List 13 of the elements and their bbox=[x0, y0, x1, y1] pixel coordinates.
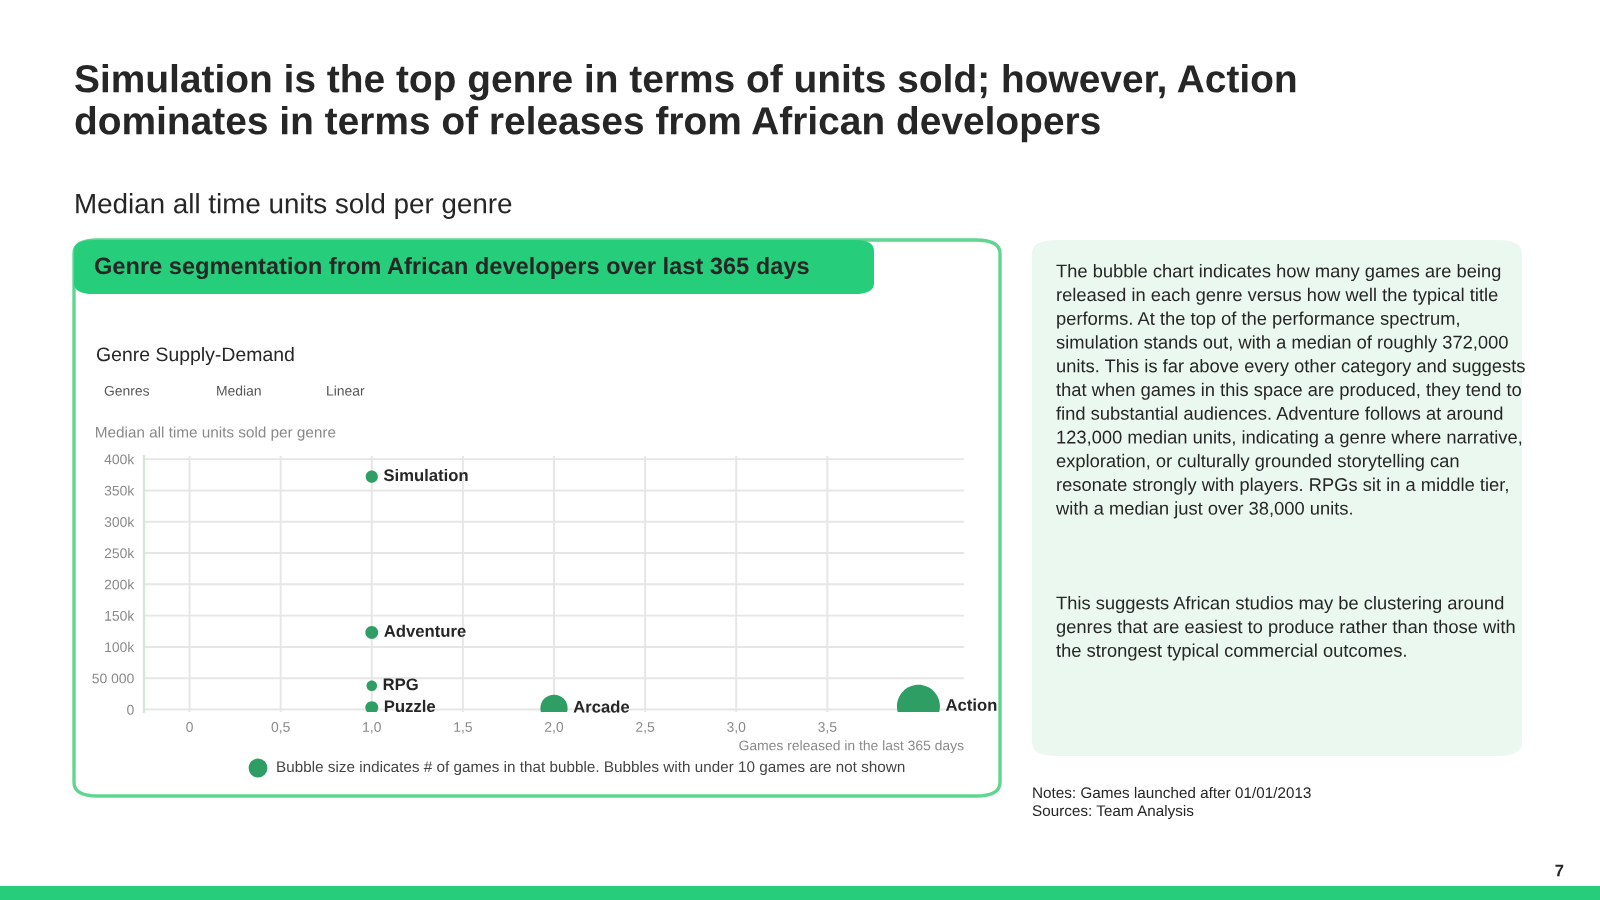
series-label: Action bbox=[945, 698, 997, 711]
text: 7 bbox=[1555, 864, 1564, 877]
series-label: Arcade bbox=[573, 700, 630, 713]
series-label: Puzzle bbox=[384, 699, 436, 713]
text: This suggests African studios may be clustering around genres that are easiest to produce rather than those with the strongest typical commercial outcomes. bbox=[1056, 596, 1515, 661]
chart-subtitle: Median all time units sold per genre bbox=[76, 193, 512, 219]
series-label: RPG bbox=[383, 678, 418, 691]
series-label: Simulation bbox=[383, 468, 468, 482]
text: The bubble chart indicates how many games are being released in each genre versus how well the typical title performs. At the top of the performance spectrum, simulation stands out, with a median of roughly 372,000 units. This is far above every other category and suggests that when games in this space are produced, they tend to find substantial audiences. Adventure follows at around 123,000 median units, indicating a genre where narrative, exploration, or culturally grounded storytelling can resonate strongly with players. RPGs sit in a middle tier, with a median just over 38,000 units. bbox=[1055, 264, 1525, 519]
text: Genre Supply-Demand bbox=[96, 346, 294, 366]
chart-title: Simulation is the top genre in terms of units sold; however, Action dominates in terms of releases from African developers bbox=[75, 64, 1296, 143]
series-label: Adventure bbox=[384, 624, 466, 637]
text: Genre segmentation from African developers over last 365 days bbox=[94, 256, 809, 280]
